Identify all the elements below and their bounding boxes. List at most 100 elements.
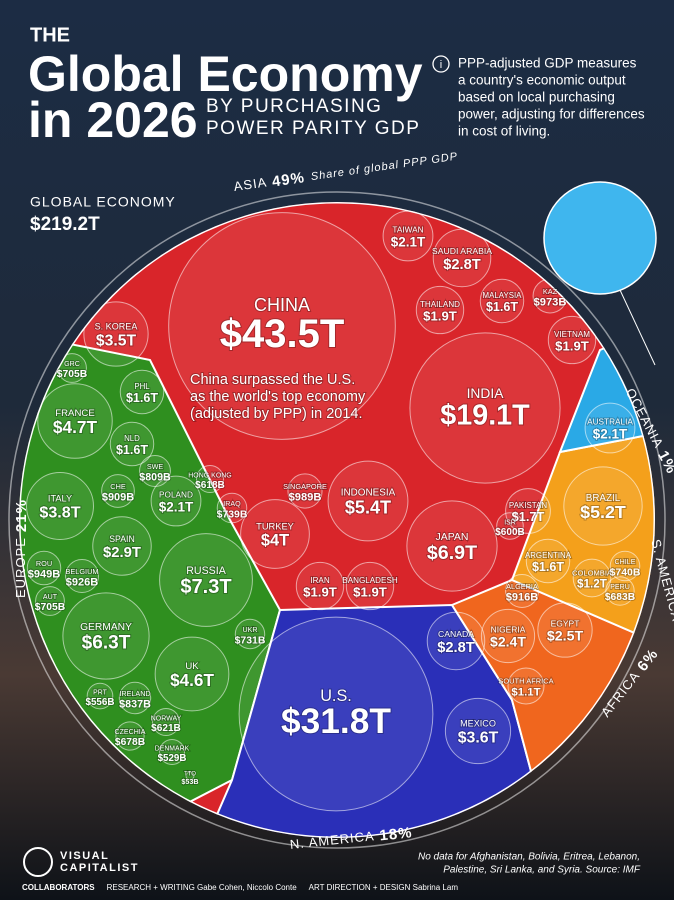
footnote-line: Palestine, Sri Lanka, and Syria. Source:… xyxy=(443,865,641,876)
info-icon-i: i xyxy=(440,59,442,71)
country-name: AUT xyxy=(43,593,58,601)
country-name: RUSSIA xyxy=(186,565,226,577)
country-value: $809B xyxy=(139,471,171,483)
country-value: $739B xyxy=(217,509,248,520)
credit: ART DIRECTION + DESIGN Sabrina Lam xyxy=(309,883,459,892)
country-value: $1.6T xyxy=(486,300,518,314)
country-name: ARGENTINA xyxy=(525,551,572,560)
country-cell xyxy=(151,707,181,737)
title-line: in 2026 xyxy=(28,92,198,148)
country-value: $1.1T xyxy=(511,687,540,699)
country-name: CHINA xyxy=(254,295,310,315)
country-cell xyxy=(287,473,323,509)
country-value: $837B xyxy=(119,698,151,710)
country-cell xyxy=(64,558,100,594)
country-value: $7.3T xyxy=(180,576,232,598)
country-name: NORWAY xyxy=(151,715,182,722)
country-value: $2.9T xyxy=(103,545,141,561)
country-value: $705B xyxy=(35,602,66,613)
country-cell xyxy=(444,697,512,765)
country-name: POLAND xyxy=(159,491,193,500)
country-value: $31.8T xyxy=(281,702,391,741)
credit: RESEARCH + WRITING Gabe Cohen, Niccolo C… xyxy=(107,883,298,892)
title-line: Global Economy xyxy=(28,46,423,102)
country-name: ITALY xyxy=(48,494,72,504)
country-name: KAZ xyxy=(543,287,558,296)
logo-text: VISUAL xyxy=(60,850,109,862)
country-name: BELGIUM xyxy=(66,567,99,576)
country-name: CHE xyxy=(110,482,126,491)
note-line: based on local purchasing xyxy=(458,90,615,105)
country-cell xyxy=(115,721,145,751)
country-cell xyxy=(26,550,62,586)
country-name: MEXICO xyxy=(460,719,496,729)
country-cell xyxy=(609,550,641,582)
country-name: NLD xyxy=(124,434,140,443)
country-name: MALAYSIA xyxy=(483,291,523,300)
country-value: $1.9T xyxy=(303,584,337,599)
country-cell xyxy=(109,421,155,467)
country-name: IRAQ xyxy=(223,500,241,508)
country-name: ROU xyxy=(36,559,52,568)
country-value: $909B xyxy=(102,491,134,503)
info-icon xyxy=(432,55,450,73)
country-value: $6.3T xyxy=(82,633,131,654)
outer-ring xyxy=(8,191,666,849)
country-cell xyxy=(505,574,539,608)
country-name: COLOMBIA xyxy=(572,569,613,578)
country-value: $1.9T xyxy=(423,308,457,323)
country-name: BANGLADESH xyxy=(342,576,398,585)
country-name: THAILAND xyxy=(420,300,460,309)
country-cell xyxy=(240,499,310,569)
country-cell xyxy=(185,771,195,781)
country-name: SPAIN xyxy=(109,534,135,544)
country-name: SAUDI ARABIA xyxy=(432,246,492,256)
country-value: $4.6T xyxy=(170,670,214,690)
country-cell xyxy=(426,611,486,671)
country-name: CANADA xyxy=(438,629,474,639)
country-value: $1.6T xyxy=(126,391,158,405)
country-name: EGYPT xyxy=(551,618,580,628)
country-name: VIETNAM xyxy=(554,330,590,339)
country-value: $4T xyxy=(261,532,289,550)
country-cell xyxy=(507,667,545,705)
subtitle-line: BY PURCHASING xyxy=(206,96,382,117)
logo-text: CAPITALIST xyxy=(60,862,139,874)
country-name: AUSTRALIA xyxy=(587,418,633,427)
country-name: SOUTH AFRICA xyxy=(498,677,553,686)
region-share: 18% xyxy=(379,824,414,844)
country-value: $556B xyxy=(85,697,114,708)
country-value: $740B xyxy=(610,567,641,578)
country-cell xyxy=(480,608,536,664)
country-name: PHL xyxy=(134,382,150,391)
country-cell xyxy=(62,592,150,680)
country-name: CZECHIA xyxy=(115,729,146,736)
inset-pointer xyxy=(619,289,656,366)
country-name: NIGERIA xyxy=(491,625,526,635)
country-name: IRELAND xyxy=(119,689,150,698)
country-name: JAPAN xyxy=(435,532,468,543)
cells xyxy=(26,210,643,812)
country-cell xyxy=(37,383,113,459)
china-note-line: China surpassed the U.S. xyxy=(190,372,355,388)
country-cell xyxy=(382,210,434,262)
note: PPP-adjusted GDP measures a country's eco… xyxy=(458,56,645,139)
china-note-line: (adjusted by PPP) in 2014. xyxy=(190,406,363,422)
country-value: $731B xyxy=(235,635,266,646)
country-name: TTO xyxy=(184,772,196,778)
country-cell xyxy=(584,402,636,454)
country-value: $3.5T xyxy=(96,332,137,349)
country-cell xyxy=(234,618,266,650)
country-name: BRAZIL xyxy=(586,493,621,504)
country-name: FRANCE xyxy=(55,408,95,419)
country-cell xyxy=(216,492,248,524)
country-cell xyxy=(415,285,465,335)
country-name: U.S. xyxy=(320,687,352,705)
country-cell xyxy=(409,332,561,484)
credit: COLLABORATORS xyxy=(22,883,95,892)
country-value: $2.1T xyxy=(159,499,194,514)
country-value: $3.8T xyxy=(39,503,80,521)
china-note-line: as the world's top economy xyxy=(190,389,366,405)
country-value: $1.6T xyxy=(116,443,148,457)
